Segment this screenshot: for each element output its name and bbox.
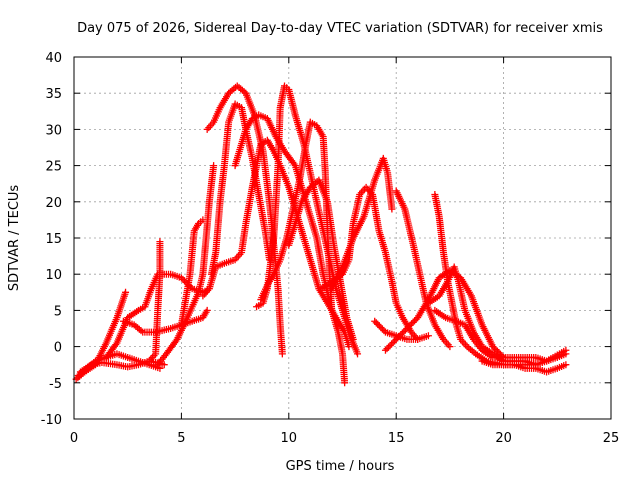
data-point bbox=[383, 345, 391, 353]
data-point bbox=[391, 337, 399, 345]
data-point bbox=[374, 320, 382, 328]
y-tick-label: 40 bbox=[45, 51, 62, 66]
data-point bbox=[395, 332, 403, 340]
series-track-7 bbox=[154, 162, 218, 369]
y-axis-label: SDTVAR / TECUs bbox=[7, 185, 22, 292]
data-point bbox=[380, 327, 388, 335]
data-point bbox=[394, 334, 402, 342]
data-point bbox=[345, 343, 353, 351]
series-track-19 bbox=[381, 267, 508, 361]
tick-marks bbox=[73, 56, 612, 420]
series-track-10 bbox=[207, 100, 273, 278]
series-track-15 bbox=[285, 176, 357, 343]
data-point bbox=[406, 321, 414, 329]
y-tick-label: 0 bbox=[54, 341, 62, 356]
data-point bbox=[385, 343, 393, 351]
data-point bbox=[372, 319, 380, 327]
data-point bbox=[490, 344, 498, 352]
x-tick-label: 0 bbox=[70, 431, 78, 446]
series-track-11 bbox=[203, 82, 286, 358]
data-point bbox=[424, 332, 432, 340]
data-point bbox=[446, 343, 454, 351]
data-point bbox=[378, 325, 386, 333]
series-track-20 bbox=[392, 187, 454, 351]
data-point bbox=[397, 331, 405, 339]
data-point bbox=[562, 361, 570, 369]
chart-title: Day 075 of 2026, Sidereal Day-to-day VTE… bbox=[77, 21, 603, 36]
data-marks bbox=[72, 82, 570, 387]
data-point bbox=[400, 328, 408, 336]
data-point bbox=[349, 335, 357, 343]
data-point bbox=[354, 350, 362, 358]
x-tick-label: 5 bbox=[177, 431, 185, 446]
x-axis-label: GPS time / hours bbox=[286, 459, 395, 474]
y-tick-label: 30 bbox=[45, 123, 62, 138]
data-point bbox=[409, 318, 417, 326]
x-tick-label: 25 bbox=[603, 431, 620, 446]
x-tick-label: 10 bbox=[281, 431, 298, 446]
data-point bbox=[199, 216, 207, 224]
data-point bbox=[210, 162, 218, 170]
data-point bbox=[386, 342, 394, 350]
data-point bbox=[203, 306, 211, 314]
y-tick-label: -5 bbox=[49, 377, 62, 392]
data-point bbox=[375, 322, 383, 330]
y-tick-label: 10 bbox=[45, 268, 62, 283]
series-track-17 bbox=[328, 154, 396, 293]
data-point bbox=[156, 238, 164, 246]
data-point bbox=[341, 379, 349, 387]
series-track-6 bbox=[145, 238, 164, 365]
data-point bbox=[389, 338, 397, 346]
data-point bbox=[404, 323, 412, 331]
data-point bbox=[160, 361, 168, 369]
y-tick-labels: -10 -5 0 5 10 15 20 25 30 35 40 bbox=[41, 51, 62, 428]
data-point bbox=[381, 346, 389, 354]
y-tick-label: -10 bbox=[41, 413, 62, 428]
data-point bbox=[179, 275, 187, 283]
series-track-8 bbox=[177, 216, 207, 329]
data-point bbox=[562, 346, 570, 354]
data-point bbox=[388, 340, 396, 348]
data-point bbox=[290, 160, 298, 168]
data-point bbox=[403, 325, 411, 332]
data-point bbox=[371, 317, 379, 325]
series-track-23 bbox=[431, 306, 570, 365]
data-point bbox=[492, 346, 500, 354]
data-point bbox=[489, 343, 497, 351]
data-point bbox=[112, 341, 120, 349]
x-tick-label: 20 bbox=[495, 431, 512, 446]
data-point bbox=[493, 347, 501, 355]
x-tick-labels: 0 5 10 15 20 25 bbox=[70, 431, 619, 446]
y-tick-label: 5 bbox=[54, 304, 62, 319]
data-point bbox=[122, 288, 130, 296]
data-point bbox=[177, 274, 185, 282]
series-track-24 bbox=[478, 357, 570, 376]
data-point bbox=[328, 306, 336, 314]
x-tick-label: 15 bbox=[388, 431, 405, 446]
data-point bbox=[278, 350, 286, 358]
data-point bbox=[388, 205, 396, 213]
y-tick-label: 20 bbox=[45, 196, 62, 211]
data-point bbox=[392, 335, 400, 343]
data-point bbox=[411, 317, 419, 325]
data-point bbox=[408, 320, 416, 328]
y-tick-label: 15 bbox=[45, 232, 62, 247]
data-point bbox=[401, 326, 409, 334]
y-tick-label: 25 bbox=[45, 160, 62, 175]
data-point bbox=[398, 329, 406, 337]
y-tick-label: 35 bbox=[45, 87, 62, 102]
data-point bbox=[377, 323, 385, 331]
